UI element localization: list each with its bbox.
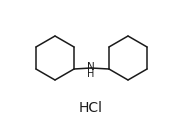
Text: H: H (87, 69, 95, 79)
Text: HCl: HCl (79, 101, 103, 115)
Text: N: N (87, 62, 95, 72)
